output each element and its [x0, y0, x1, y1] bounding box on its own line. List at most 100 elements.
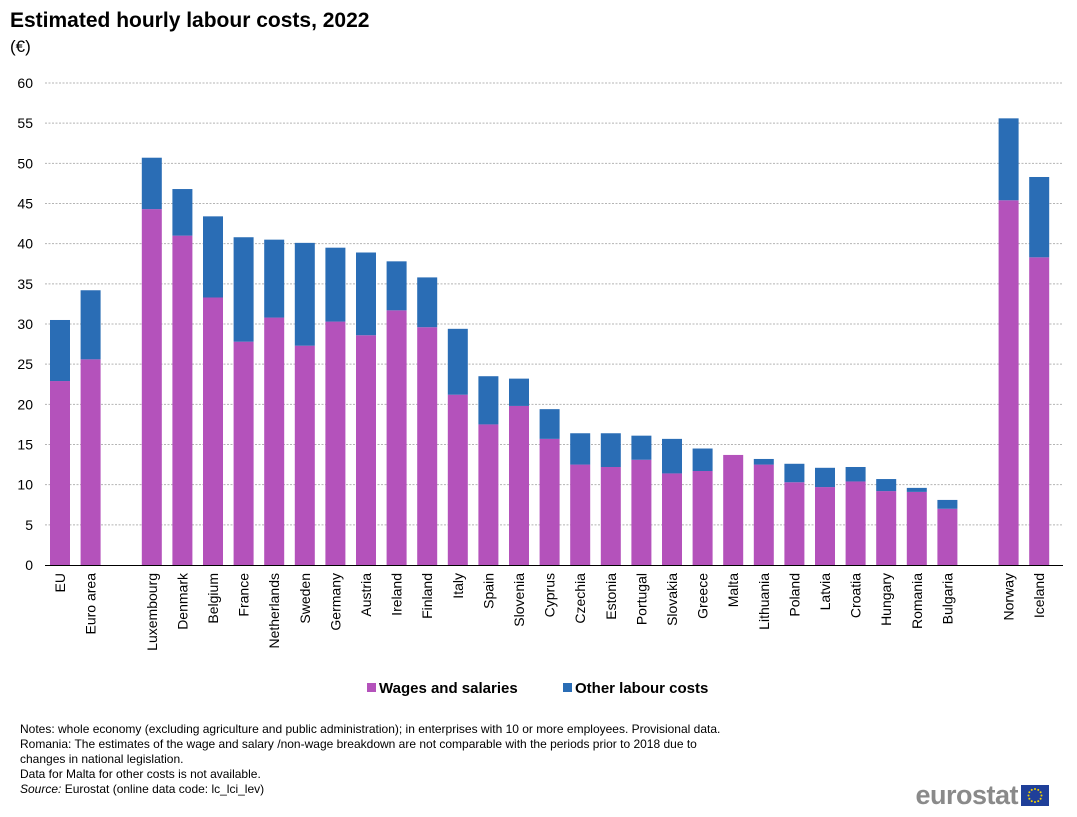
x-tick-label: Bulgaria — [939, 573, 955, 625]
bar-wages-lithuania — [753, 464, 774, 565]
y-tick-label: 50 — [17, 155, 33, 171]
x-tick-label: Poland — [786, 573, 802, 617]
bar-wages-iceland — [1029, 257, 1050, 565]
y-axis-ticks: 0 5 10 15 20 25 30 35 40 45 50 55 60 — [17, 75, 33, 573]
x-tick-label: Slovakia — [664, 573, 680, 626]
x-tick-label: Iceland — [1031, 573, 1047, 618]
y-tick-label: 45 — [17, 196, 33, 212]
bar-wages-sweden — [294, 345, 315, 565]
bar-other-spain — [478, 376, 499, 425]
y-tick-label: 30 — [17, 316, 33, 332]
y-tick-label: 0 — [25, 557, 33, 573]
chart-unit: (€) — [10, 37, 31, 56]
bar-wages-france — [233, 341, 254, 565]
x-tick-label: France — [236, 573, 252, 617]
x-tick-label: Netherlands — [266, 573, 282, 649]
bar-wages-latvia — [815, 487, 835, 565]
bar-wages-romania — [906, 491, 927, 565]
x-tick-label: Lithuania — [756, 573, 772, 630]
bar-wages-malta — [723, 454, 744, 565]
x-tick-label: Croatia — [848, 573, 864, 618]
x-tick-label: Luxembourg — [144, 573, 160, 651]
bar-other-netherlands — [264, 239, 285, 318]
flag-star — [1028, 797, 1031, 800]
y-tick-label: 20 — [17, 396, 33, 412]
legend-swatch — [563, 683, 572, 692]
bar-other-finland — [417, 277, 438, 328]
flag-star — [1039, 791, 1042, 794]
x-tick-label: Estonia — [603, 573, 619, 620]
bar-other-portugal — [631, 435, 652, 460]
flag-star — [1028, 791, 1031, 794]
stacked-bar-chart: 0 5 10 15 20 25 30 35 40 45 50 55 60 EU Euro area Luxe… — [17, 75, 1063, 697]
y-tick-label: 55 — [17, 115, 33, 131]
bar-wages-euro-area — [80, 359, 101, 565]
x-tick-label: Cyprus — [542, 573, 558, 617]
legend-label: Wages and salaries — [379, 680, 518, 697]
x-tick-label: Belgium — [205, 573, 221, 624]
bar-wages-estonia — [600, 466, 621, 565]
bar-wages-luxembourg — [141, 209, 162, 565]
x-tick-label: Norway — [1001, 573, 1017, 620]
x-tick-label: Greece — [695, 573, 711, 619]
bar-other-romania — [906, 487, 927, 492]
bar-other-eu — [50, 319, 70, 382]
y-tick-label: 10 — [17, 477, 33, 493]
bar-wages-czechia — [570, 464, 591, 565]
legend-swatch — [367, 683, 376, 692]
bar-wages-eu — [50, 381, 70, 565]
x-tick-label: Germany — [327, 573, 343, 631]
x-tick-label: Portugal — [633, 573, 649, 625]
bar-other-belgium — [203, 216, 223, 298]
bar-wages-spain — [478, 424, 499, 565]
bar-wages-bulgaria — [937, 508, 958, 565]
bar-wages-croatia — [845, 481, 866, 565]
flag-star — [1039, 797, 1042, 800]
bar-wages-germany — [325, 321, 346, 565]
source-text: Eurostat (online data code: lc_lci_lev) — [61, 782, 265, 796]
bar-wages-greece — [692, 471, 713, 565]
legend: Wages and salaries Other labour costs — [367, 680, 708, 697]
bar-other-iceland — [1029, 176, 1050, 258]
x-tick-label: Denmark — [174, 572, 190, 630]
bar-other-euro-area — [80, 290, 101, 360]
y-tick-label: 25 — [17, 356, 33, 372]
bar-wages-belgium — [203, 297, 223, 565]
eu-flag-icon — [1021, 785, 1049, 806]
bar-other-hungary — [876, 479, 897, 492]
bar-wages-netherlands — [264, 317, 285, 565]
bar-other-ireland — [386, 261, 407, 311]
bar-wages-norway — [998, 200, 1019, 565]
flag-star — [1030, 800, 1033, 803]
flag-star — [1037, 788, 1040, 791]
x-tick-label: Euro area — [83, 573, 99, 635]
y-tick-label: 60 — [17, 75, 33, 91]
bar-other-croatia — [845, 466, 866, 482]
x-axis-tick-labels: EU Euro area Luxembourg Denmark Belgium Franc… — [52, 572, 1047, 651]
y-tick-label: 35 — [17, 276, 33, 292]
x-tick-label: Sweden — [297, 573, 313, 624]
y-tick-label: 40 — [17, 236, 33, 252]
source-line: Source: Eurostat (online data code: lc_l… — [20, 782, 820, 797]
bar-other-luxembourg — [141, 157, 162, 210]
x-tick-label: Latvia — [817, 573, 833, 611]
bar-other-estonia — [600, 433, 621, 467]
bar-wages-denmark — [172, 235, 193, 565]
bar-wages-finland — [417, 327, 438, 565]
x-tick-label: Austria — [358, 573, 374, 617]
note-line: changes in national legislation. — [20, 752, 184, 766]
x-tick-label: Slovenia — [511, 573, 527, 627]
x-tick-label: Ireland — [389, 573, 405, 616]
bar-other-latvia — [815, 467, 835, 488]
bar-other-slovenia — [509, 378, 529, 406]
y-tick-label: 5 — [25, 517, 33, 533]
bar-other-norway — [998, 118, 1019, 201]
bar-other-denmark — [172, 189, 193, 236]
bar-other-lithuania — [753, 458, 774, 465]
x-tick-label: Malta — [725, 573, 741, 607]
bar-wages-hungary — [876, 491, 897, 565]
bar-wages-ireland — [386, 310, 407, 565]
bar-other-poland — [784, 463, 805, 483]
eurostat-logo: eurostat — [915, 780, 1049, 811]
x-tick-label: Italy — [450, 573, 466, 599]
